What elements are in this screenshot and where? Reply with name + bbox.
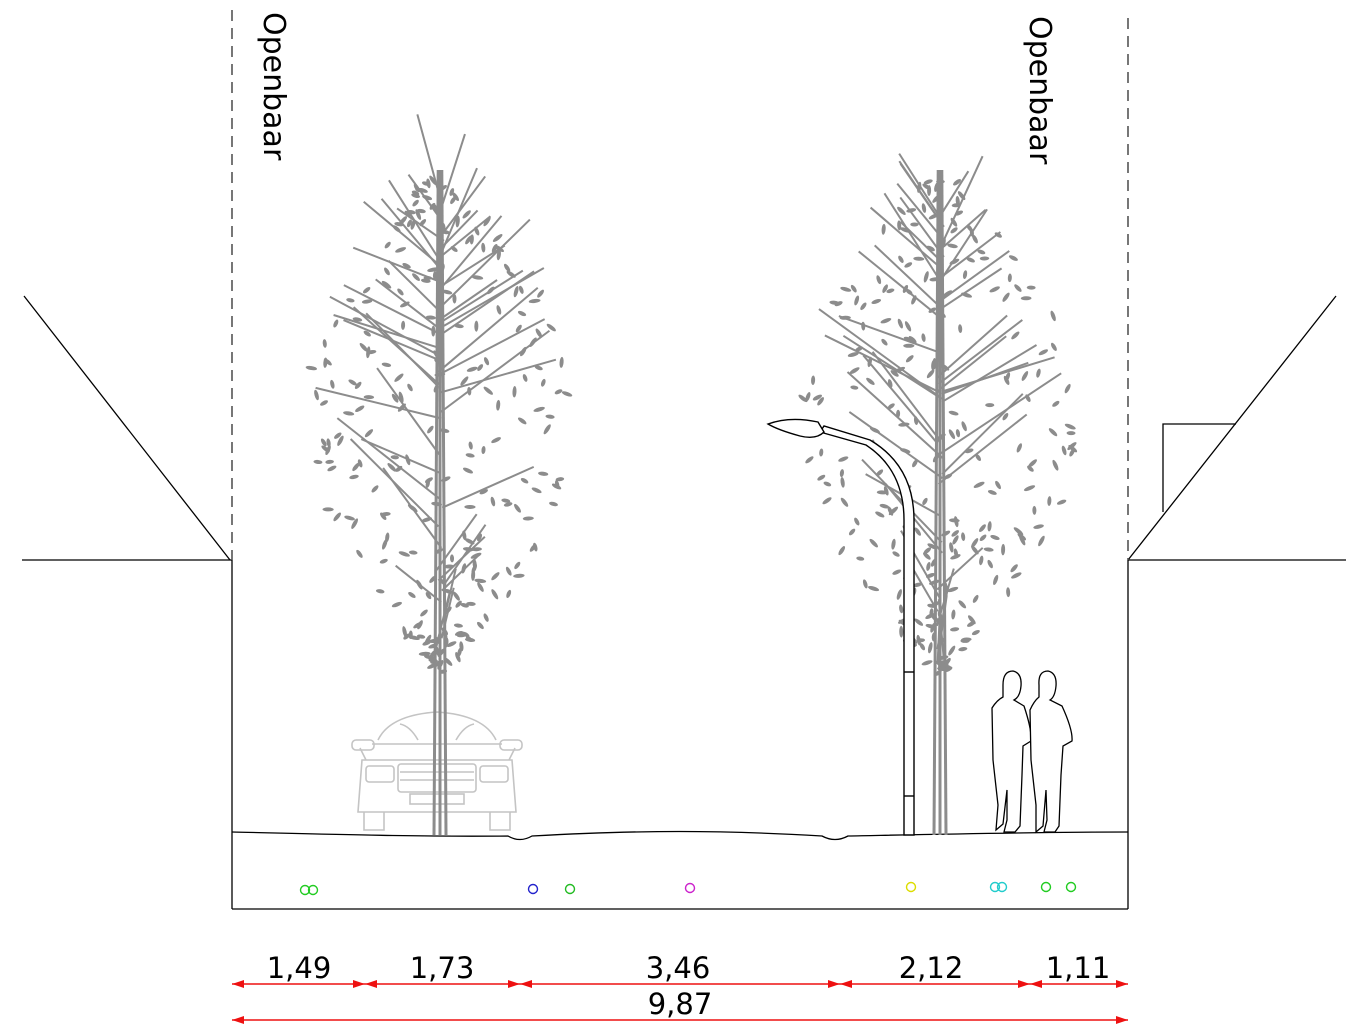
tree-right (798, 153, 1078, 836)
dimension-2: 1,73 (410, 951, 475, 985)
pedestrian-left (991, 670, 1032, 833)
pedestrian-right (1029, 670, 1073, 834)
dimension-total: 9,87 (648, 987, 713, 1021)
cable-duct (1040, 881, 1052, 893)
street-lamp (766, 418, 915, 836)
cable-duct (684, 882, 696, 894)
car-front-view (351, 711, 523, 831)
tree-left (305, 114, 573, 836)
cable-duct (527, 883, 539, 895)
cable-duct (307, 884, 319, 896)
cable-ducts (299, 881, 1077, 896)
dimension-3: 3,46 (646, 951, 711, 985)
cable-duct (905, 881, 917, 893)
left-boundary-label: Openbaar (256, 12, 291, 161)
dimension-1: 1,49 (267, 951, 332, 985)
left-house-outline (22, 295, 232, 561)
cable-duct (1065, 881, 1077, 893)
cable-duct (564, 883, 576, 895)
dimension-lines (232, 980, 1128, 1024)
right-boundary-label: Openbaar (1022, 16, 1057, 165)
cable-duct (989, 881, 1001, 893)
dimension-5: 1,11 (1046, 951, 1111, 985)
cable-duct (996, 881, 1008, 893)
dimension-4: 2,12 (899, 951, 964, 985)
right-house-outline (1127, 295, 1346, 561)
cable-duct (299, 884, 311, 896)
